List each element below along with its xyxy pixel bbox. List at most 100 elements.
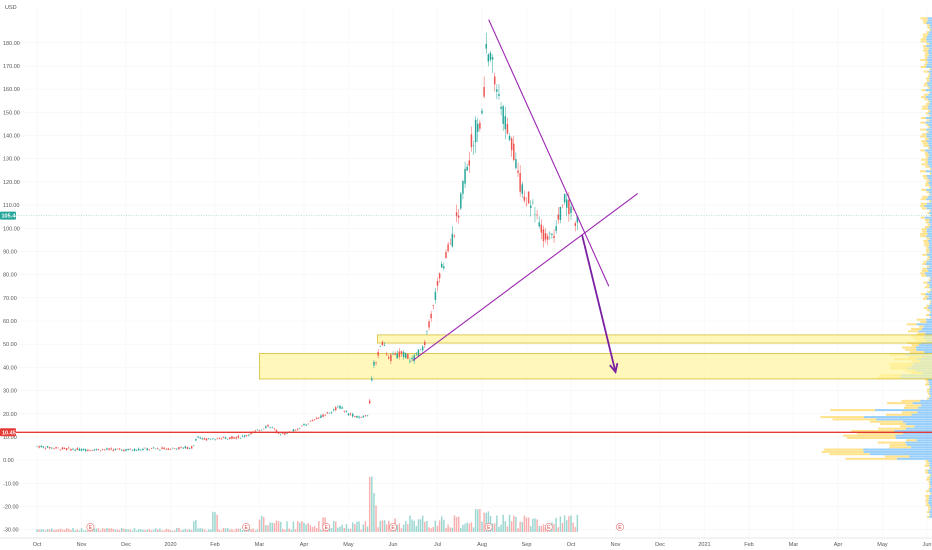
volume-bar [195, 519, 197, 532]
candle-body [362, 416, 365, 418]
volume-profile-bar-down [926, 497, 929, 500]
x-tick-label[interactable]: May [877, 542, 888, 548]
volume-bar [135, 530, 138, 532]
volume-profile-bar-down [920, 121, 926, 124]
x-tick-label[interactable]: Oct [567, 542, 576, 548]
volume-profile-bar-up [923, 325, 932, 328]
volume-profile-bar-up [929, 314, 932, 317]
volume-profile-bar-down [900, 425, 915, 428]
event-marker-label: E [547, 525, 551, 531]
x-tick-label[interactable]: Feb [210, 542, 219, 548]
candle-body [311, 420, 314, 422]
x-tick-label[interactable]: Sep [522, 542, 532, 548]
volume-profile-bar-down [929, 288, 932, 291]
event-marker[interactable] [86, 523, 95, 531]
x-tick-label[interactable]: 2021 [698, 542, 710, 548]
volume-profile-bar-up [927, 59, 932, 62]
volume-bar [258, 519, 261, 532]
volume-bar [570, 515, 572, 532]
event-marker[interactable] [242, 523, 251, 531]
event-marker[interactable] [544, 523, 553, 531]
volume-profile-bar-down [887, 402, 913, 405]
x-tick-label[interactable]: 2020 [164, 542, 176, 548]
x-tick-label[interactable]: Jul [434, 542, 441, 548]
zones[interactable] [259, 334, 932, 380]
x-tick-label[interactable]: Jun [389, 542, 398, 548]
volume-profile-bar-up [925, 116, 932, 119]
volume-profile-bar-up [869, 453, 932, 456]
x-tick-label[interactable]: Dec [655, 542, 665, 548]
volume-profile-bar-down [925, 460, 929, 463]
candle-body [576, 215, 579, 223]
volume-bar [173, 530, 176, 532]
volume-profile-bar-down [821, 450, 864, 453]
volume-profile-bar-up [928, 112, 932, 115]
volume-profile-bar-up [929, 77, 932, 80]
volume-profile-bar-down [929, 513, 931, 516]
x-tick-label[interactable]: Mar [255, 542, 265, 548]
candle-body [307, 423, 309, 425]
y-tick-label: 0.00 [3, 458, 14, 464]
volume-profile-bar-up [930, 193, 932, 196]
volume-profile-bar-up [926, 21, 932, 24]
descending-trendline[interactable] [488, 19, 610, 287]
event-marker[interactable] [616, 523, 624, 531]
volume-bar [553, 523, 555, 532]
forecast-arrow[interactable] [581, 235, 617, 373]
candle-body [345, 410, 348, 412]
zone-upper[interactable] [377, 334, 932, 344]
volume-profile-bar-up [928, 270, 932, 273]
volume-profile-bar-down [921, 230, 927, 233]
x-tick-label[interactable]: Aug [477, 542, 487, 548]
x-tick-label[interactable]: Apr [300, 542, 309, 548]
x-tick-label[interactable]: Feb [744, 542, 753, 548]
volume-profile-bar-up [929, 100, 932, 103]
ascending-trendline[interactable] [412, 193, 639, 361]
volume-profile-bar-up [929, 147, 932, 150]
volume-bar [517, 528, 519, 532]
candle-body [148, 449, 151, 450]
candle-body [523, 196, 526, 201]
volume-profile-bar-down [929, 467, 931, 470]
candle-body [474, 119, 477, 143]
volume-profile-bar-down [923, 144, 929, 147]
candle-body [487, 54, 490, 62]
event-marker[interactable] [484, 523, 493, 531]
x-tick-label[interactable]: Mar [789, 542, 799, 548]
x-axis-ticks[interactable]: Oct Nov Dec 2020 Feb Mar Apr May Jun Jul Aug Sep Oct… [33, 542, 932, 548]
volume-profile-bar-down [924, 242, 930, 245]
volume-profile-bar-down [927, 290, 931, 293]
volume-profile-bar-down [923, 84, 928, 87]
candle-body [173, 448, 176, 449]
candle-body [430, 313, 432, 319]
candle-body [415, 353, 418, 355]
volume-profile-bar-down [921, 274, 927, 277]
x-tick-label[interactable]: Dec [121, 542, 131, 548]
price-axis[interactable] [0, 0, 16, 538]
x-tick-label[interactable]: Apr [834, 542, 843, 548]
volume-bar [252, 528, 254, 532]
candle-body [68, 447, 70, 449]
candle-body [210, 438, 212, 440]
x-tick-label[interactable]: May [343, 542, 354, 548]
volume-profile-bar-up [930, 26, 932, 29]
x-tick-label[interactable]: Nov [611, 542, 621, 548]
zone-lower[interactable] [259, 353, 932, 380]
volume-profile-bar-up [926, 318, 932, 321]
event-marker[interactable] [389, 523, 397, 531]
event-marker[interactable] [322, 523, 331, 531]
candle-body [424, 341, 426, 345]
x-tick-label[interactable]: Oct [33, 542, 42, 548]
volume-bar [375, 505, 377, 532]
candle-body [330, 411, 333, 413]
x-tick-label[interactable]: Nov [77, 542, 87, 548]
x-tick-label[interactable]: Jun [923, 542, 932, 548]
volume-bar [343, 527, 346, 532]
volume-bar [279, 521, 282, 532]
volume-profile-bar-down [925, 154, 929, 157]
volume-profile-bar-up [912, 402, 932, 405]
trend-drawings[interactable] [412, 19, 639, 375]
volume-bar [114, 529, 117, 532]
